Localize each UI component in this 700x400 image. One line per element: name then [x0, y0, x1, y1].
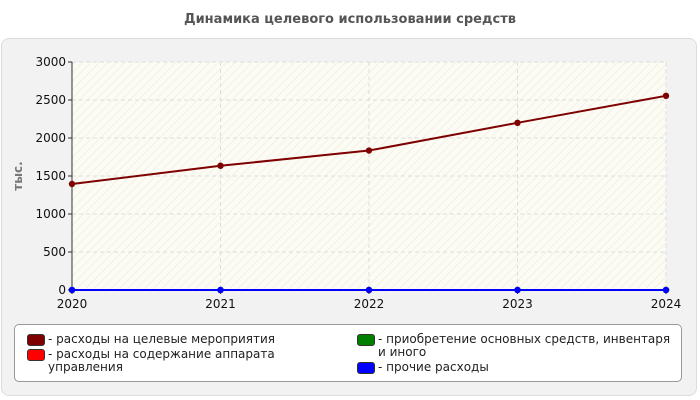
x-tick-label: 2020	[57, 297, 88, 311]
data-point	[514, 286, 521, 294]
grid-lines	[72, 61, 667, 290]
y-tick-label: 2500	[35, 93, 66, 107]
legend-swatch	[357, 362, 375, 374]
data-point	[217, 162, 224, 169]
legend-item: - расходы на содержание аппарата управле…	[27, 348, 347, 374]
legend: - расходы на целевые мероприятия - расхо…	[14, 324, 682, 382]
y-tick-label: 3000	[35, 55, 66, 69]
data-point	[662, 286, 670, 294]
legend-swatch	[27, 334, 45, 346]
data-point	[68, 286, 76, 294]
legend-swatch	[357, 334, 375, 346]
y-tick-label: 500	[43, 245, 66, 259]
legend-label: - расходы на содержание аппарата управле…	[48, 347, 275, 374]
chart-title: Динамика целевого использовании средств	[184, 12, 516, 27]
tick-labels: 0 500 1000 1500 2000 2500 3000 2020 2021 2022 2023…	[35, 55, 681, 311]
x-tick-label: 2021	[205, 297, 236, 311]
x-tick-label: 2022	[354, 297, 385, 311]
data-point	[514, 119, 521, 127]
series-group	[68, 92, 670, 294]
legend-label: - расходы на целевые мероприятия	[48, 332, 275, 346]
x-tick-label: 2024	[651, 297, 682, 311]
data-point	[662, 92, 670, 100]
legend-item: - прочие расходы	[357, 361, 675, 374]
y-tick-label: 1500	[35, 169, 66, 183]
legend-label: - приобретение основных средств, инвента…	[378, 332, 671, 359]
legend-item: - расходы на целевые мероприятия	[27, 333, 347, 346]
y-tick-label: 1000	[35, 207, 66, 221]
legend-swatch	[27, 349, 45, 361]
data-point	[365, 147, 373, 154]
y-tick-label: 0	[58, 283, 66, 297]
y-axis-label: тыс.	[11, 161, 25, 190]
data-point	[68, 180, 76, 188]
y-tick-label: 2000	[35, 131, 66, 145]
legend-label: - прочие расходы	[378, 360, 489, 374]
x-tick-label: 2023	[502, 297, 533, 311]
data-point	[217, 286, 224, 294]
data-point	[365, 286, 373, 294]
legend-item: - приобретение основных средств, инвента…	[357, 333, 675, 359]
